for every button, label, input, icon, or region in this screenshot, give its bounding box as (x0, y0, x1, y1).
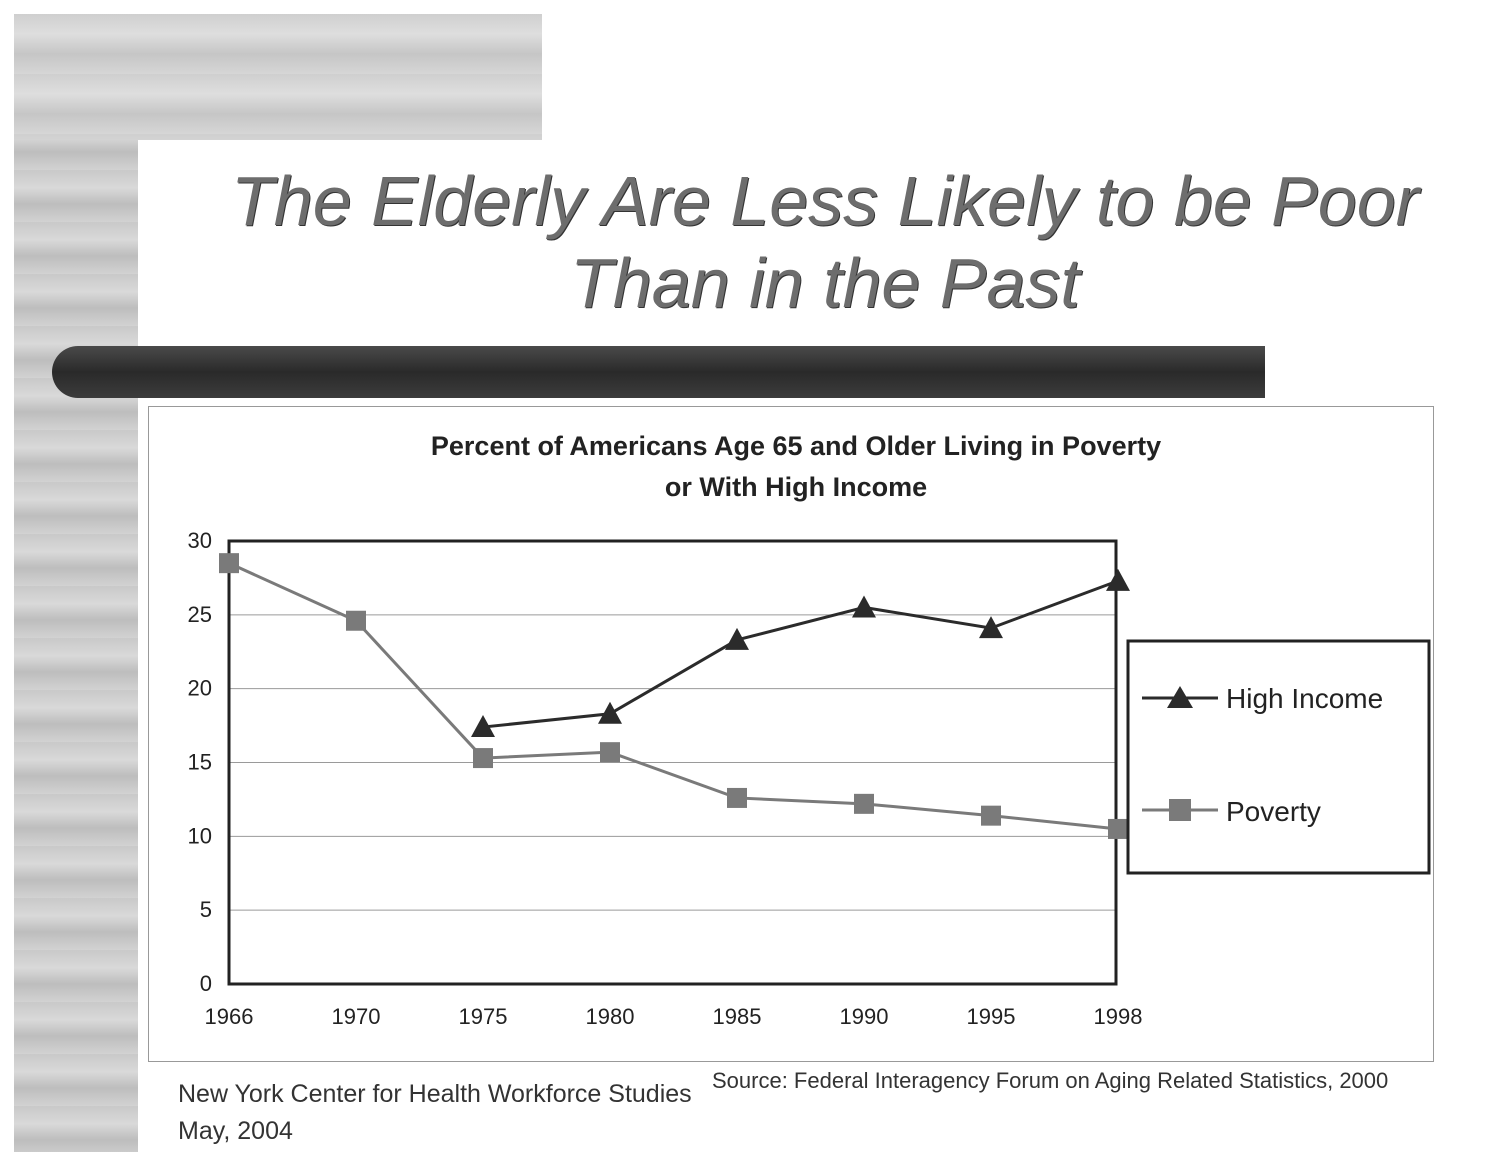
data-point-square (600, 742, 620, 763)
x-tick-label: 1998 (1094, 1004, 1143, 1029)
legend-marker-poverty (1169, 799, 1191, 821)
y-tick-label: 15 (188, 750, 212, 775)
y-tick-label: 0 (200, 971, 212, 996)
legend-label-poverty: Poverty (1226, 796, 1321, 827)
data-point-square (346, 610, 366, 631)
y-tick-label: 30 (188, 528, 212, 553)
y-tick-label: 5 (200, 897, 212, 922)
data-point-square (854, 793, 874, 814)
series-high-income (471, 568, 1130, 738)
x-tick-label: 1985 (713, 1004, 762, 1029)
slide-title-line1: The Elderly Are Less Likely to be Poor (231, 162, 1419, 240)
series-line (482, 579, 1119, 729)
data-point-square (1108, 818, 1128, 839)
top-decorative-block (14, 14, 542, 140)
x-tick-label: 1980 (586, 1004, 635, 1029)
slide-title-line2: Than in the Past (570, 244, 1080, 322)
y-axis-ticks: 0 5 10 15 20 25 30 (188, 528, 212, 996)
x-tick-label: 1990 (840, 1004, 889, 1029)
data-point-triangle (979, 616, 1003, 639)
x-tick-label: 1966 (205, 1004, 254, 1029)
footer-date: May, 2004 (178, 1117, 293, 1145)
data-point-square (219, 553, 239, 574)
data-point-square (981, 805, 1001, 826)
x-tick-label: 1975 (459, 1004, 508, 1029)
y-tick-label: 25 (188, 602, 212, 627)
x-tick-label: 1970 (332, 1004, 381, 1029)
footer: New York Center for Health Workforce Stu… (178, 1076, 692, 1150)
plot-area (227, 539, 1118, 986)
footer-org: New York Center for Health Workforce Stu… (178, 1080, 692, 1108)
legend-marker-high-income (1167, 686, 1193, 708)
data-point-triangle (852, 595, 876, 618)
gridlines (229, 614, 1116, 911)
chart-title-line1: Percent of Americans Age 65 and Older Li… (431, 431, 1161, 461)
data-point-square (473, 748, 493, 769)
source-note: Source: Federal Interagency Forum on Agi… (712, 1068, 1389, 1093)
slide-title: The Elderly Are Less Likely to be Poor T… (170, 160, 1480, 324)
chart-title-line2: or With High Income (665, 472, 927, 502)
data-point-triangle (1106, 568, 1130, 591)
title-divider-bar (52, 346, 1265, 398)
data-point-triangle (471, 715, 495, 738)
legend: High Income Poverty (1126, 639, 1431, 875)
x-tick-label: 1995 (967, 1004, 1016, 1029)
series-line (228, 561, 1119, 831)
legend-label-high-income: High Income (1226, 683, 1383, 714)
legend-box (1126, 639, 1431, 875)
data-point-square (727, 787, 747, 808)
data-point-triangle (598, 701, 622, 724)
data-point-triangle (725, 627, 749, 650)
series-poverty (219, 553, 1128, 839)
y-tick-label: 10 (188, 823, 212, 848)
x-axis-ticks: 1966 1970 1975 1980 1985 1990 1995 1998 (205, 1004, 1143, 1029)
y-tick-label: 20 (188, 676, 212, 701)
series (219, 553, 1130, 839)
left-decorative-stripe (14, 14, 138, 1152)
